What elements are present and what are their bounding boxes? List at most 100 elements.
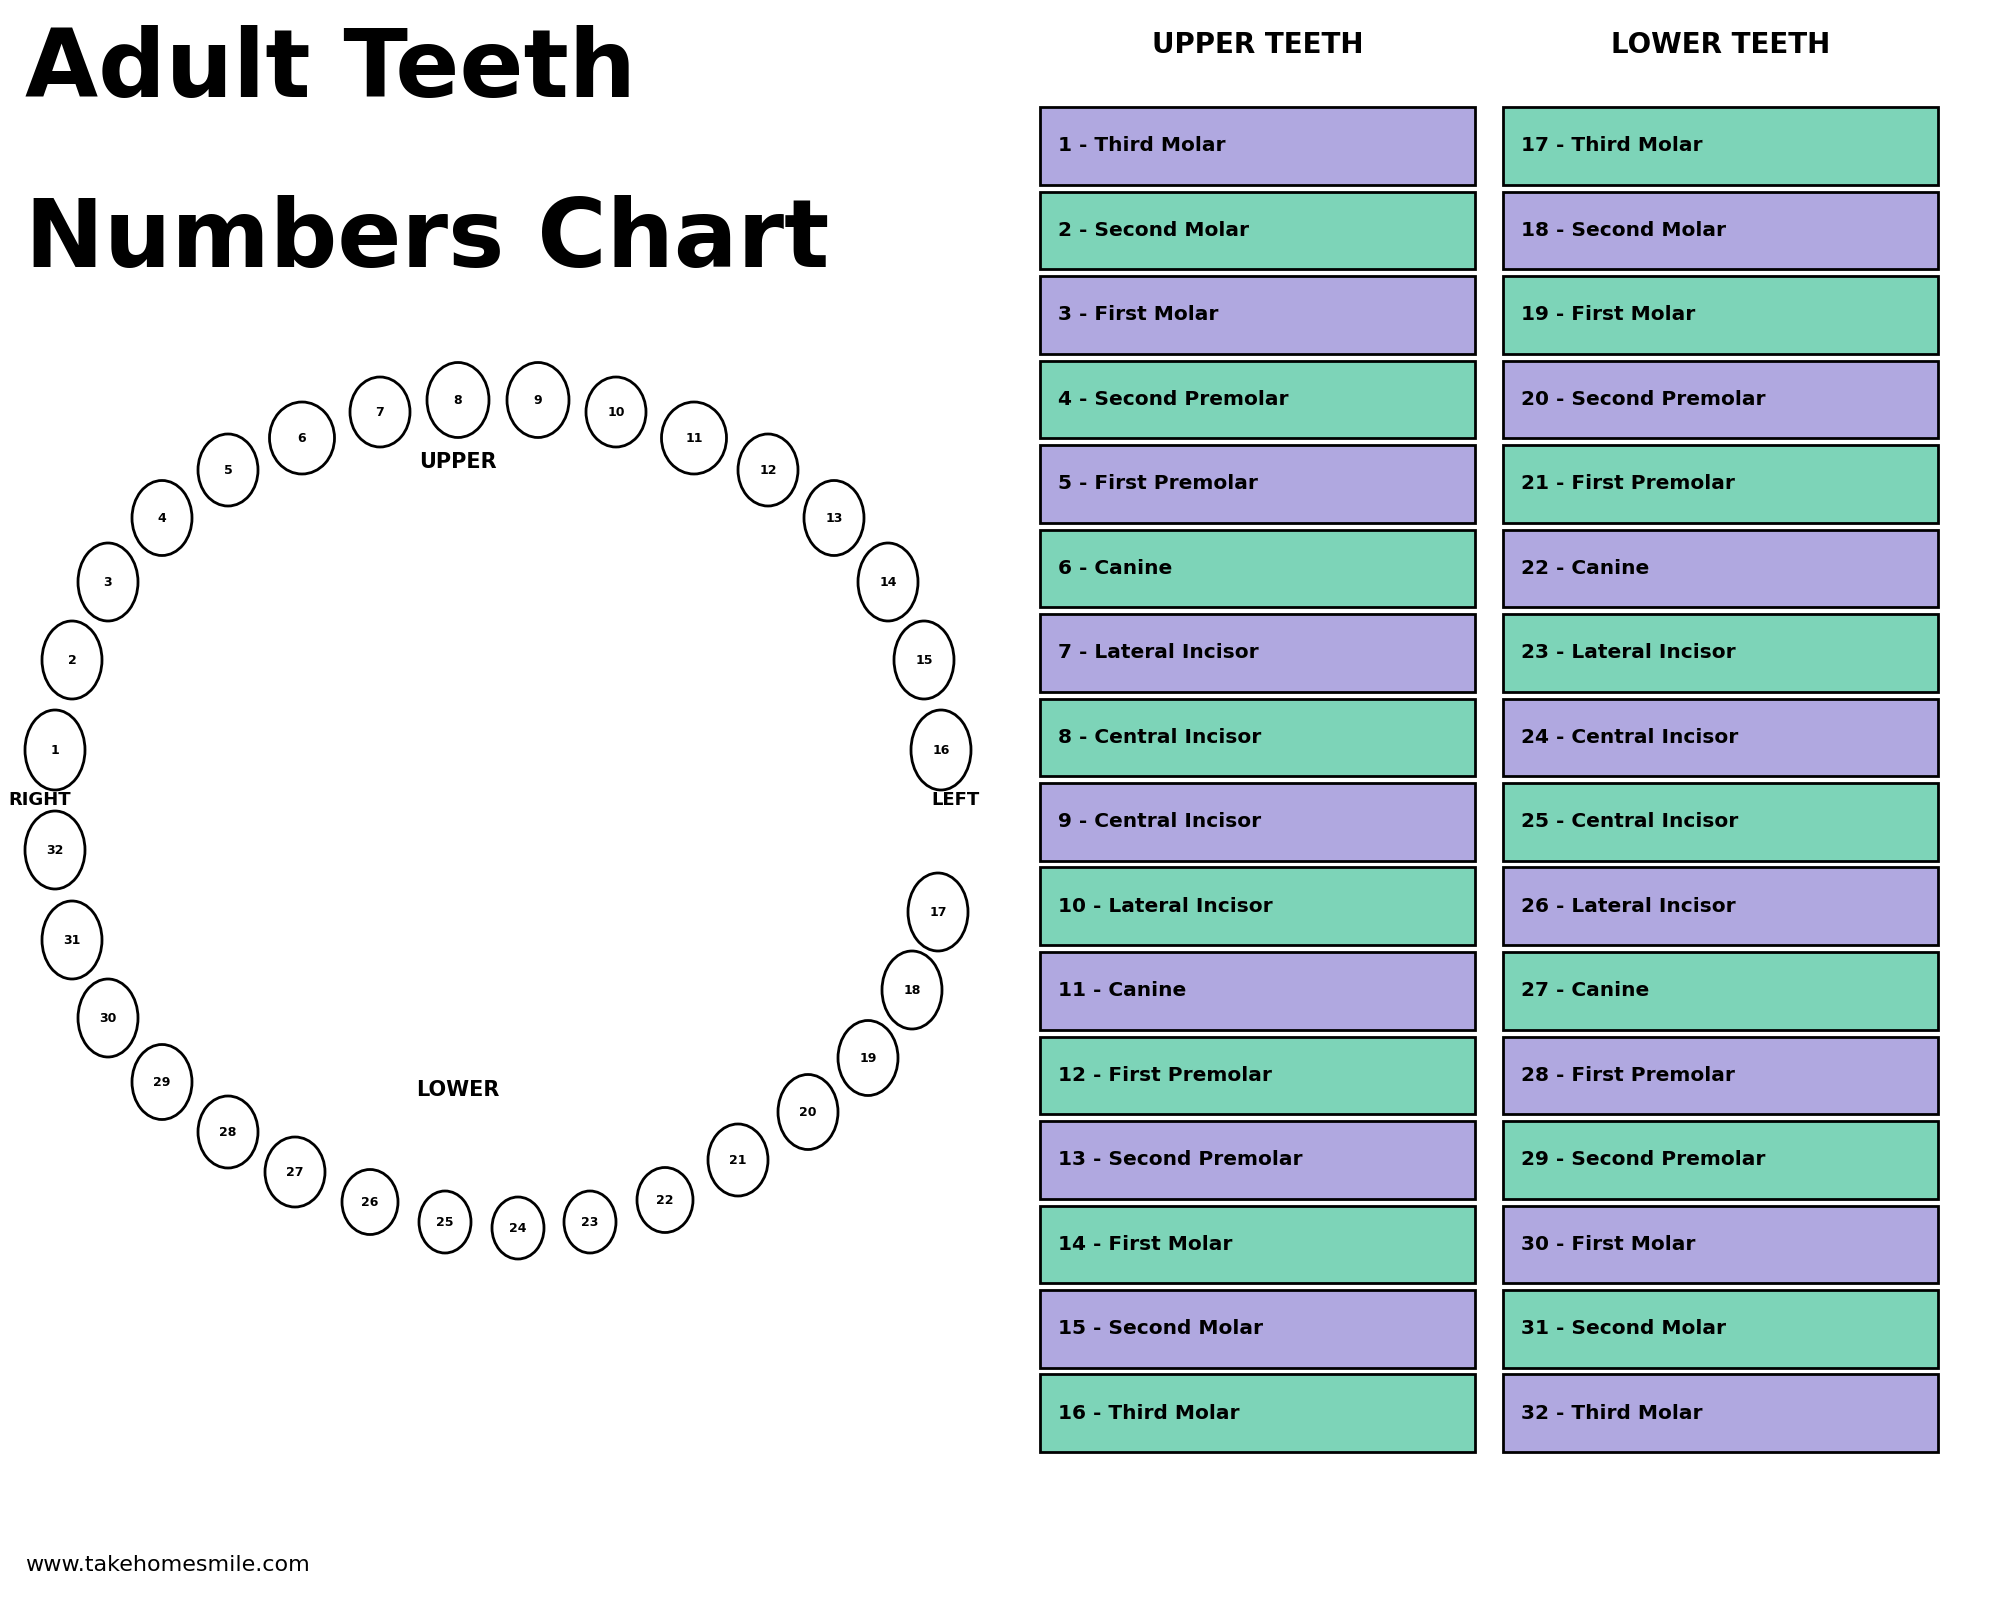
Ellipse shape <box>492 1197 544 1259</box>
Text: 12 - First Premolar: 12 - First Premolar <box>1058 1066 1272 1085</box>
Ellipse shape <box>264 1138 324 1206</box>
FancyBboxPatch shape <box>1040 1290 1476 1368</box>
Text: 15: 15 <box>916 653 932 667</box>
Text: 21 - First Premolar: 21 - First Premolar <box>1522 474 1734 493</box>
Text: 19: 19 <box>860 1051 876 1064</box>
FancyBboxPatch shape <box>1504 275 1938 354</box>
FancyBboxPatch shape <box>1040 1205 1476 1283</box>
Ellipse shape <box>804 480 864 555</box>
Text: UPPER TEETH: UPPER TEETH <box>1152 30 1364 59</box>
Text: UPPER: UPPER <box>420 451 496 472</box>
Ellipse shape <box>132 1045 192 1120</box>
Text: 20: 20 <box>800 1106 816 1118</box>
Text: 16: 16 <box>932 744 950 757</box>
FancyBboxPatch shape <box>1040 614 1476 691</box>
FancyBboxPatch shape <box>1504 1205 1938 1283</box>
Text: LEFT: LEFT <box>930 790 980 810</box>
Text: 23: 23 <box>582 1216 598 1229</box>
Ellipse shape <box>26 811 84 890</box>
FancyBboxPatch shape <box>1504 867 1938 946</box>
Text: 27: 27 <box>286 1165 304 1179</box>
FancyBboxPatch shape <box>1504 1290 1938 1368</box>
Text: 31 - Second Molar: 31 - Second Molar <box>1522 1320 1726 1338</box>
Ellipse shape <box>350 378 410 446</box>
Text: 19 - First Molar: 19 - First Molar <box>1522 306 1696 325</box>
Text: 3: 3 <box>104 576 112 589</box>
Text: Adult Teeth: Adult Teeth <box>24 26 636 117</box>
Text: 5 - First Premolar: 5 - First Premolar <box>1058 474 1258 493</box>
Text: 25: 25 <box>436 1216 454 1229</box>
Text: 23 - Lateral Incisor: 23 - Lateral Incisor <box>1522 643 1736 662</box>
Text: 28 - First Premolar: 28 - First Premolar <box>1522 1066 1734 1085</box>
Text: 22: 22 <box>656 1194 674 1206</box>
Text: 16 - Third Molar: 16 - Third Molar <box>1058 1403 1240 1422</box>
Ellipse shape <box>420 1190 472 1253</box>
Text: 4: 4 <box>158 512 166 525</box>
FancyBboxPatch shape <box>1040 1122 1476 1198</box>
Text: 17 - Third Molar: 17 - Third Molar <box>1522 136 1702 155</box>
Ellipse shape <box>738 434 798 506</box>
Ellipse shape <box>342 1170 398 1235</box>
Ellipse shape <box>564 1190 616 1253</box>
FancyBboxPatch shape <box>1504 445 1938 523</box>
Ellipse shape <box>778 1075 838 1149</box>
Text: 29: 29 <box>154 1075 170 1088</box>
FancyBboxPatch shape <box>1040 530 1476 606</box>
FancyBboxPatch shape <box>1504 782 1938 861</box>
Text: 15 - Second Molar: 15 - Second Molar <box>1058 1320 1264 1338</box>
Text: 13 - Second Premolar: 13 - Second Premolar <box>1058 1150 1302 1170</box>
Text: 9 - Central Incisor: 9 - Central Incisor <box>1058 813 1262 832</box>
Text: 26: 26 <box>362 1195 378 1208</box>
FancyBboxPatch shape <box>1504 699 1938 776</box>
Text: 14: 14 <box>880 576 896 589</box>
Text: 25 - Central Incisor: 25 - Central Incisor <box>1522 813 1738 832</box>
Text: 18: 18 <box>904 984 920 997</box>
Text: 2: 2 <box>68 653 76 667</box>
Text: 24 - Central Incisor: 24 - Central Incisor <box>1522 728 1738 747</box>
FancyBboxPatch shape <box>1504 1374 1938 1451</box>
Text: 13: 13 <box>826 512 842 525</box>
Text: 4 - Second Premolar: 4 - Second Premolar <box>1058 390 1288 408</box>
Text: 9: 9 <box>534 394 542 406</box>
Text: 27 - Canine: 27 - Canine <box>1522 981 1650 1000</box>
Text: Numbers Chart: Numbers Chart <box>24 195 830 286</box>
FancyBboxPatch shape <box>1504 360 1938 438</box>
Text: 29 - Second Premolar: 29 - Second Premolar <box>1522 1150 1766 1170</box>
FancyBboxPatch shape <box>1040 782 1476 861</box>
Text: 1 - Third Molar: 1 - Third Molar <box>1058 136 1226 155</box>
Text: 10: 10 <box>608 405 624 419</box>
Text: 22 - Canine: 22 - Canine <box>1522 558 1650 578</box>
FancyBboxPatch shape <box>1504 107 1938 184</box>
FancyBboxPatch shape <box>1040 699 1476 776</box>
Ellipse shape <box>132 480 192 555</box>
FancyBboxPatch shape <box>1040 275 1476 354</box>
Text: 30 - First Molar: 30 - First Molar <box>1522 1235 1696 1254</box>
Ellipse shape <box>270 402 334 474</box>
Text: 8: 8 <box>454 394 462 406</box>
FancyBboxPatch shape <box>1504 530 1938 606</box>
FancyBboxPatch shape <box>1040 952 1476 1029</box>
Text: www.takehomesmile.com: www.takehomesmile.com <box>24 1555 310 1574</box>
Ellipse shape <box>198 1096 258 1168</box>
FancyBboxPatch shape <box>1040 1374 1476 1451</box>
Ellipse shape <box>858 542 918 621</box>
FancyBboxPatch shape <box>1040 867 1476 946</box>
Ellipse shape <box>428 363 488 437</box>
Text: 7: 7 <box>376 405 384 419</box>
Text: 2 - Second Molar: 2 - Second Molar <box>1058 221 1248 240</box>
Text: 32 - Third Molar: 32 - Third Molar <box>1522 1403 1702 1422</box>
Ellipse shape <box>894 621 954 699</box>
Ellipse shape <box>908 874 968 950</box>
Text: 31: 31 <box>64 933 80 947</box>
Ellipse shape <box>662 402 726 474</box>
Text: 6: 6 <box>298 432 306 445</box>
Text: 11: 11 <box>686 432 702 445</box>
Text: 28: 28 <box>220 1125 236 1139</box>
FancyBboxPatch shape <box>1040 360 1476 438</box>
Ellipse shape <box>708 1123 768 1195</box>
Text: 30: 30 <box>100 1011 116 1024</box>
Ellipse shape <box>198 434 258 506</box>
Text: 24: 24 <box>510 1221 526 1235</box>
FancyBboxPatch shape <box>1040 445 1476 523</box>
FancyBboxPatch shape <box>1504 192 1938 269</box>
